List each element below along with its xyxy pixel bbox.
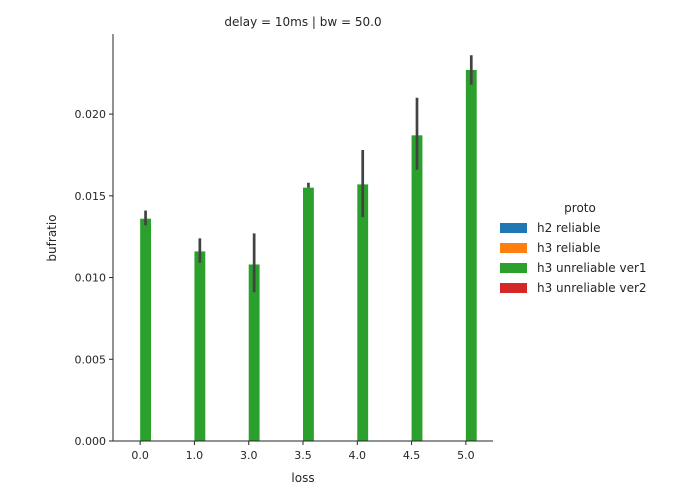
x-tick-label: 4.5 [403, 449, 421, 462]
legend-title: proto [564, 201, 596, 215]
legend-label: h3 reliable [537, 241, 600, 255]
bar [411, 135, 423, 441]
x-axis-label: loss [291, 471, 314, 485]
bar [248, 264, 260, 441]
x-tick-label: 1.0 [186, 449, 204, 462]
x-tick-label: 0.0 [131, 449, 149, 462]
y-tick-label: 0.020 [75, 108, 107, 121]
legend: proto h2 reliable h3 reliable h3 unreliabl… [500, 201, 647, 295]
y-tick-label: 0.015 [75, 190, 107, 203]
bar [303, 187, 314, 441]
legend-swatch [500, 223, 527, 233]
legend-swatch [500, 243, 527, 253]
legend-label: h3 unreliable ver1 [537, 261, 647, 275]
y-tick-label: 0.000 [75, 435, 107, 448]
legend-swatch [500, 263, 527, 273]
y-ticks: 0.000 0.005 0.010 0.015 0.020 [75, 108, 113, 448]
bar [465, 69, 477, 441]
y-tick-label: 0.005 [75, 353, 107, 366]
x-tick-label: 3.0 [240, 449, 258, 462]
x-tick-label: 3.5 [294, 449, 312, 462]
errorbars-layer [144, 55, 473, 293]
legend-swatch [500, 283, 527, 293]
y-tick-label: 0.010 [75, 272, 107, 285]
x-tick-label: 4.0 [349, 449, 367, 462]
chart-title: delay = 10ms | bw = 50.0 [224, 15, 381, 29]
bar [194, 251, 206, 441]
legend-label: h2 reliable [537, 221, 600, 235]
bar [140, 218, 151, 441]
bars-layer [140, 69, 477, 441]
legend-label: h3 unreliable ver2 [537, 281, 647, 295]
x-tick-label: 5.0 [457, 449, 475, 462]
x-ticks: 0.0 1.0 3.0 3.5 4.0 4.5 5.0 [131, 441, 475, 462]
bar [357, 184, 369, 441]
y-axis-label: bufratio [45, 214, 59, 261]
